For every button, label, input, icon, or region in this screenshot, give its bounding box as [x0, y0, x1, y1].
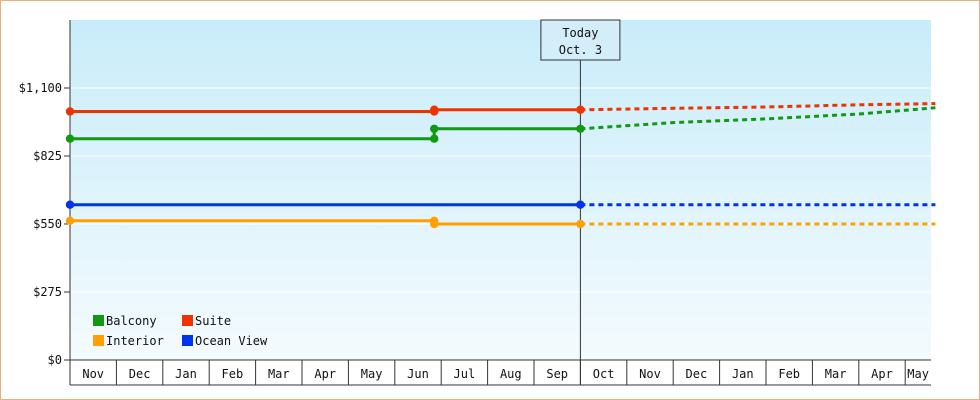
today-date: Oct. 3 — [559, 43, 602, 57]
month-label: Nov — [639, 367, 661, 381]
y-tick-label: $825 — [33, 149, 62, 163]
month-label: Mar — [268, 367, 290, 381]
month-label: Oct — [593, 367, 615, 381]
month-label: Aug — [500, 367, 522, 381]
month-label: Apr — [871, 367, 893, 381]
month-label: Jun — [407, 367, 429, 381]
data-point-interior — [430, 219, 439, 229]
legend-label-interior: Interior — [106, 334, 164, 348]
y-axis-ticks: $0 $275 $550 $825 $1,100 — [19, 81, 70, 367]
month-label: May — [361, 367, 383, 381]
month-label: Dec — [686, 367, 708, 381]
month-label: Jan — [175, 367, 197, 381]
data-point-balcony — [65, 134, 75, 143]
y-tick-label: $275 — [33, 285, 62, 299]
y-tick-label: $550 — [33, 217, 62, 231]
month-label: Nov — [82, 367, 104, 381]
legend-label-ocean-view: Ocean View — [195, 334, 268, 348]
data-point-interior — [65, 216, 75, 225]
today-box — [540, 19, 621, 61]
data-point-suite — [430, 105, 439, 114]
data-point-ocean-view — [65, 200, 75, 209]
series-lines — [65, 102, 936, 229]
series-interior — [65, 216, 936, 229]
legend-label-balcony: Balcony — [106, 314, 157, 328]
legend-swatch-ocean-view — [182, 335, 193, 346]
month-label: Feb — [222, 367, 244, 381]
month-label: Feb — [778, 367, 800, 381]
series-ocean-view — [65, 200, 936, 209]
legend-swatch-interior — [93, 335, 104, 346]
data-point-balcony — [430, 124, 439, 133]
actual-line-suite — [70, 108, 581, 113]
today-marker: Today Oct. 3 — [540, 19, 621, 385]
y-tick-label: $1,100 — [19, 81, 62, 95]
month-label: Jul — [454, 367, 476, 381]
month-label: Apr — [314, 367, 336, 381]
axes — [69, 20, 931, 386]
data-point-interior — [576, 219, 585, 229]
legend-label-suite: Suite — [195, 314, 231, 328]
month-label: Jan — [732, 367, 754, 381]
actual-line-balcony — [70, 127, 581, 141]
month-label: Sep — [546, 367, 568, 381]
series-suite — [65, 102, 936, 116]
month-label: May — [907, 367, 929, 381]
data-point-suite — [576, 105, 585, 114]
month-label: Mar — [825, 367, 847, 381]
plot-background — [70, 20, 931, 360]
y-tick-label: $0 — [48, 353, 62, 367]
x-axis-months: Nov Dec Jan Feb Mar Apr May Jun Jul Aug Sep Oct Nov D… — [69, 360, 929, 385]
series-balcony — [65, 106, 936, 143]
data-point-suite — [65, 107, 75, 116]
legend: Balcony Suite Interior Ocean View — [93, 314, 268, 348]
month-label: Dec — [129, 367, 151, 381]
data-point-balcony — [576, 124, 585, 133]
data-point-balcony — [430, 134, 439, 143]
today-label: Today — [562, 26, 598, 40]
legend-swatch-suite — [182, 315, 193, 326]
legend-swatch-balcony — [93, 315, 104, 326]
data-point-ocean-view — [576, 200, 585, 209]
